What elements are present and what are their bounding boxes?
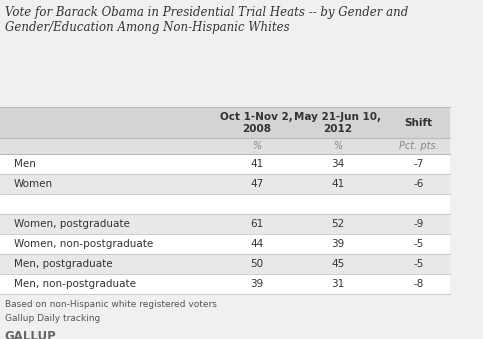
Text: 52: 52 [331,219,344,230]
Text: 45: 45 [331,259,344,270]
Text: %: % [333,141,342,151]
Text: -8: -8 [413,279,424,290]
Text: Gallup Daily tracking: Gallup Daily tracking [4,315,100,323]
Text: Vote for Barack Obama in Presidential Trial Heats -- by Gender and
Gender/Educat: Vote for Barack Obama in Presidential Tr… [4,6,408,34]
Text: May 21-Jun 10,
2012: May 21-Jun 10, 2012 [294,112,381,134]
Text: Oct 1-Nov 2,
2008: Oct 1-Nov 2, 2008 [220,112,293,134]
Text: 39: 39 [250,279,263,290]
Text: Based on non-Hispanic white registered voters: Based on non-Hispanic white registered v… [4,300,216,309]
FancyBboxPatch shape [0,235,450,255]
FancyBboxPatch shape [0,215,450,235]
Text: 50: 50 [250,259,263,270]
FancyBboxPatch shape [0,195,450,215]
FancyBboxPatch shape [0,138,450,155]
Text: Men: Men [14,159,35,170]
FancyBboxPatch shape [0,155,450,175]
Text: -5: -5 [413,259,424,270]
FancyBboxPatch shape [0,175,450,195]
Text: 39: 39 [331,239,344,250]
Text: 41: 41 [250,159,263,170]
Text: -7: -7 [413,159,424,170]
Text: 44: 44 [250,239,263,250]
Text: -5: -5 [413,239,424,250]
Text: Women, postgraduate: Women, postgraduate [14,219,129,230]
Text: Men, non-postgraduate: Men, non-postgraduate [14,279,136,290]
Text: GALLUP: GALLUP [4,330,56,339]
Text: %: % [252,141,261,151]
Text: Shift: Shift [405,118,433,128]
Text: Women: Women [14,179,53,190]
FancyBboxPatch shape [0,255,450,275]
Text: 41: 41 [331,179,344,190]
Text: Women, non-postgraduate: Women, non-postgraduate [14,239,153,250]
Text: 47: 47 [250,179,263,190]
Text: -6: -6 [413,179,424,190]
Text: Men, postgraduate: Men, postgraduate [14,259,112,270]
Text: -9: -9 [413,219,424,230]
Text: Pct. pts.: Pct. pts. [399,141,439,151]
Text: 34: 34 [331,159,344,170]
Text: 61: 61 [250,219,263,230]
FancyBboxPatch shape [0,275,450,295]
Text: 31: 31 [331,279,344,290]
FancyBboxPatch shape [0,107,450,138]
